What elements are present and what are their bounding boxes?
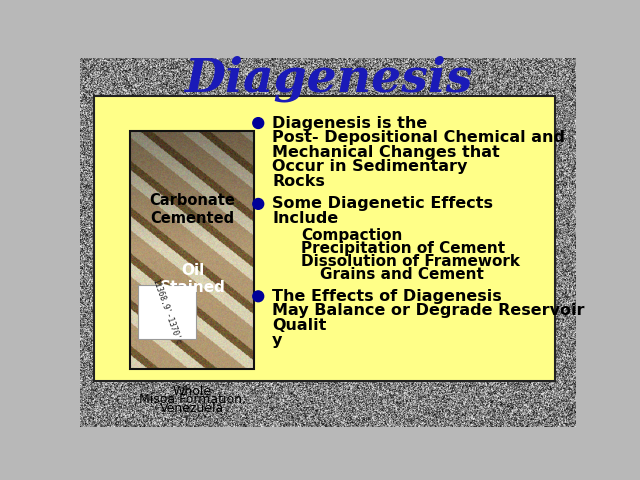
Text: May Balance or Degrade Reservoir: May Balance or Degrade Reservoir xyxy=(272,303,585,318)
Text: Compaction: Compaction xyxy=(301,228,403,243)
Text: Carbonate
Cemented: Carbonate Cemented xyxy=(149,193,236,226)
Text: The Effects of Diagenesis: The Effects of Diagenesis xyxy=(272,289,502,304)
Text: y: y xyxy=(272,333,283,348)
Text: Rocks: Rocks xyxy=(272,174,325,189)
Text: Misoa Formation,: Misoa Formation, xyxy=(139,393,246,406)
FancyBboxPatch shape xyxy=(94,96,555,381)
Text: Dissolution of Framework: Dissolution of Framework xyxy=(301,254,520,269)
Text: Precipitation of Cement: Precipitation of Cement xyxy=(301,241,505,256)
Text: Some Diagenetic Effects: Some Diagenetic Effects xyxy=(272,196,493,211)
Text: Mechanical Changes that: Mechanical Changes that xyxy=(272,145,500,160)
Text: Diagenesis: Diagenesis xyxy=(184,56,472,102)
Circle shape xyxy=(253,199,264,209)
Text: Qualit: Qualit xyxy=(272,318,326,333)
Text: 11368.9'-1370'c: 11368.9'-1370'c xyxy=(150,277,183,346)
Text: Grains and Cement: Grains and Cement xyxy=(320,267,484,282)
Text: Diagenesis is the: Diagenesis is the xyxy=(272,116,428,131)
Text: Include: Include xyxy=(272,211,339,226)
Text: Occur in Sedimentary: Occur in Sedimentary xyxy=(272,159,468,174)
Text: Post- Depositional Chemical and: Post- Depositional Chemical and xyxy=(272,130,565,145)
Text: Whole: Whole xyxy=(173,385,212,398)
Text: Oil
Stained: Oil Stained xyxy=(159,263,225,295)
Circle shape xyxy=(253,291,264,302)
Text: Venezuela: Venezuela xyxy=(160,402,225,415)
FancyBboxPatch shape xyxy=(138,285,196,339)
Circle shape xyxy=(253,118,264,129)
